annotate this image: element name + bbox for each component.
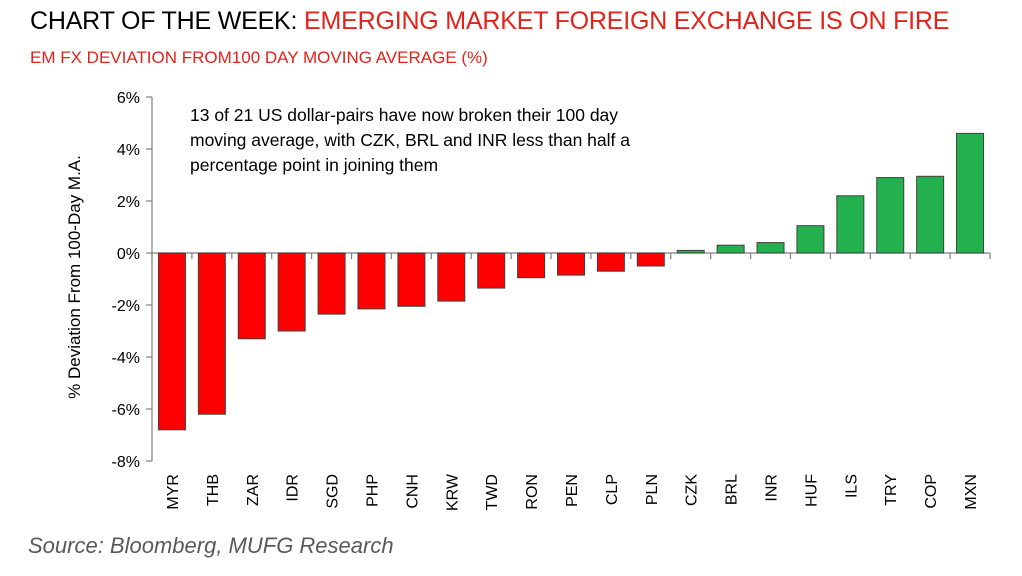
chart-title-prefix: CHART OF THE WEEK: [30, 7, 298, 35]
category-label-php: PHP [364, 474, 381, 507]
y-tick-label: 4% [117, 142, 140, 159]
bar-inr [756, 242, 785, 254]
bar-huf [796, 225, 825, 254]
bar-php [357, 252, 386, 310]
category-label-mxn: MXN [963, 474, 980, 510]
y-tick-label: -8% [112, 454, 140, 471]
category-label-czk: CZK [684, 474, 701, 506]
chart-annotation: 13 of 21 US dollar-pairs have now broken… [190, 105, 630, 175]
category-labels: MYR THB ZAR IDR SGD PHP CNH KRW TWD RON PEN CLP PLN C… [165, 473, 980, 511]
chart-title: CHART OF THE WEEK: EMERGING MARKET FOREI… [30, 7, 949, 36]
y-axis-title: % Deviation From 100-Day M.A. [65, 155, 84, 399]
bar-mxn [956, 132, 985, 254]
category-label-try: TRY [883, 474, 900, 506]
category-label-cnh: CNH [404, 474, 421, 509]
bar-idr [277, 252, 306, 332]
bar-ron [517, 252, 546, 279]
category-label-inr: INR [764, 474, 781, 502]
chart-axes [146, 96, 991, 462]
y-tick-label: 0% [117, 246, 140, 263]
category-label-ils: ILS [843, 474, 860, 498]
y-tick-label: 2% [117, 194, 140, 211]
category-label-pln: PLN [644, 474, 661, 505]
bar-ils [836, 195, 865, 254]
source-note: Source: Bloomberg, MUFG Research [28, 533, 394, 558]
category-label-myr: MYR [165, 474, 182, 510]
category-label-twd: TWD [484, 474, 501, 510]
category-label-krw: KRW [444, 473, 461, 511]
bar-thb [197, 252, 226, 415]
y-tick-label: 6% [117, 90, 140, 107]
chart-title-main: EMERGING MARKET FOREIGN EXCHANGE IS ON F… [304, 7, 950, 35]
category-label-idr: IDR [285, 474, 302, 502]
bar-brl [716, 244, 745, 254]
y-tick-label: -4% [112, 350, 140, 367]
bar-chart: 6% 4% 2% 0% -2% -4% -6% -8% MYR THB ZAR IDR SGD PHP C… [65, 90, 991, 511]
category-label-pen: PEN [564, 474, 581, 507]
category-label-ron: RON [524, 474, 541, 510]
annotation-line-3: percentage point in joining them [190, 155, 438, 175]
bar-twd [477, 252, 506, 289]
bar-zar [237, 252, 266, 340]
category-label-zar: ZAR [245, 474, 262, 506]
y-tick-label: -6% [112, 402, 140, 419]
bar-try [876, 177, 905, 254]
chart-subtitle: EM FX DEVIATION FROM100 DAY MOVING AVERA… [30, 48, 488, 67]
category-label-clp: CLP [604, 474, 621, 505]
bar-myr [157, 252, 186, 431]
bar-krw [437, 252, 466, 302]
annotation-line-2: moving average, with CZK, BRL and INR le… [190, 130, 630, 150]
annotation-line-1: 13 of 21 US dollar-pairs have now broken… [190, 105, 618, 125]
bar-sgd [317, 252, 346, 315]
bar-cnh [397, 252, 426, 307]
bar-pen [557, 252, 585, 276]
y-tick-label: -2% [112, 298, 140, 315]
category-label-brl: BRL [724, 474, 741, 505]
bar-pln [636, 252, 665, 267]
category-label-cop: COP [923, 474, 940, 509]
bar-clp [596, 252, 625, 272]
category-label-thb: THB [205, 474, 222, 506]
category-label-huf: HUF [803, 474, 820, 507]
bars [157, 132, 985, 431]
category-label-sgd: SGD [325, 474, 342, 509]
bar-czk [676, 249, 705, 254]
y-tick-labels: 6% 4% 2% 0% -2% -4% -6% -8% [112, 90, 140, 471]
bar-cop [916, 175, 945, 254]
